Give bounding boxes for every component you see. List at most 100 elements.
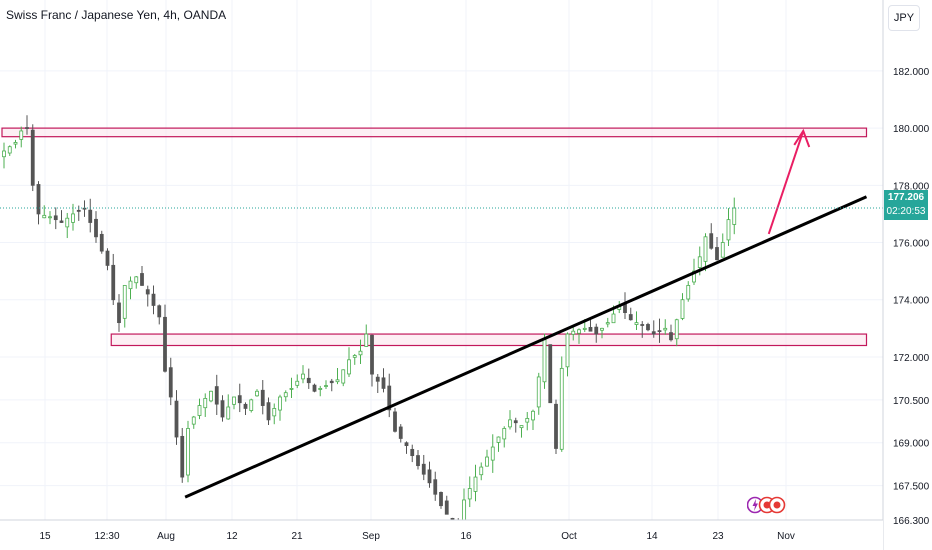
candle-body [99,233,104,252]
candle-body [272,408,277,417]
candle-body [163,316,167,372]
price-tick-label: 166.300 [893,516,930,527]
candle-body [542,339,547,383]
resistance-zone [1,127,868,138]
candle-body [513,420,518,424]
candle-body [375,376,380,382]
time-tick-label: Sep [362,531,380,542]
candle-body [646,324,650,331]
candle-body [536,376,541,408]
price-tick-label: 170.500 [893,396,930,407]
candle-body [605,322,610,325]
candle-body [548,344,553,404]
candle-body [65,217,70,228]
candle-body [709,233,714,249]
candle-body [232,396,236,405]
candle-body [600,327,604,331]
candle-body [347,359,351,375]
candle-body [352,355,357,358]
candle-body [157,305,162,318]
candle-body [427,469,432,484]
candle-body [628,314,633,321]
candle-body [128,280,133,290]
candle-body [140,273,144,286]
candle-body [71,213,75,223]
candle-body [25,127,29,129]
candle-body [525,418,530,423]
candle-body [117,302,121,324]
candle-body [260,389,265,406]
candle-body [703,236,708,262]
candle-body [76,209,81,212]
candle-body [611,313,616,324]
target-icon[interactable] [768,496,786,514]
candle-body [59,220,64,223]
time-tick-label: 21 [291,531,303,542]
candle-body [174,400,179,438]
candle-body [496,436,501,443]
price-axis[interactable] [883,0,932,550]
time-tick-label: Oct [561,531,577,542]
candle-body [237,395,242,404]
candle-body [387,385,392,411]
candle-body [168,367,173,398]
candle-body [433,479,438,495]
candle-body [490,446,495,461]
candle-body [226,406,231,420]
candle-body [341,369,346,384]
candle-body [565,333,570,368]
candle-body [122,285,127,319]
candle-body [588,327,593,332]
price-tick-label: 172.000 [893,353,930,364]
candle-body [726,219,731,241]
price-tick-label: 169.000 [893,439,930,450]
currency-button[interactable]: JPY [888,5,920,31]
time-tick-label: 12:30 [94,531,119,542]
candle-body [571,330,576,335]
candle-body [283,392,288,398]
candle-body [479,466,484,476]
candle-body [692,270,696,283]
candle-body [134,276,139,284]
candle-body [502,428,507,440]
candle-body [2,150,6,158]
candle-body [640,324,645,326]
candle-body [697,256,702,268]
candle-body [594,326,599,335]
projection-arrowhead [793,128,811,148]
candle-body [519,425,524,429]
candle-body [19,130,24,140]
candle-body [473,476,478,492]
candle-body [214,386,219,405]
price-tick-label: 167.500 [893,482,930,493]
candle-body [715,247,719,261]
candle-body [318,388,323,390]
candle-body [13,142,18,145]
candle-body [720,242,725,258]
time-tick-label: 12 [226,531,238,542]
candle-body [36,184,41,215]
candle-body [186,428,190,476]
candle-body [255,390,259,397]
candle-body [53,215,58,221]
time-tick-label: 14 [646,531,658,542]
time-tick-label: Nov [777,531,795,542]
candle-body [289,388,294,390]
candle-body [105,250,110,266]
candle-body [180,435,185,478]
candle-body [312,384,317,392]
candle-body [88,209,93,223]
candle-body [111,264,116,301]
price-tick-label: 178.000 [893,181,930,192]
indicator-icons[interactable] [747,494,787,516]
bar-countdown: 02:20:53 [886,206,926,217]
candle-body [197,405,202,416]
candle-body [278,396,282,411]
price-tick-label: 174.000 [893,296,930,307]
time-axis[interactable] [0,520,883,550]
candle-body [577,329,581,334]
candle-body [657,330,662,333]
chart-title: Swiss Franc / Japanese Yen, 4h, OANDA [6,8,227,22]
candle-body [151,293,156,306]
